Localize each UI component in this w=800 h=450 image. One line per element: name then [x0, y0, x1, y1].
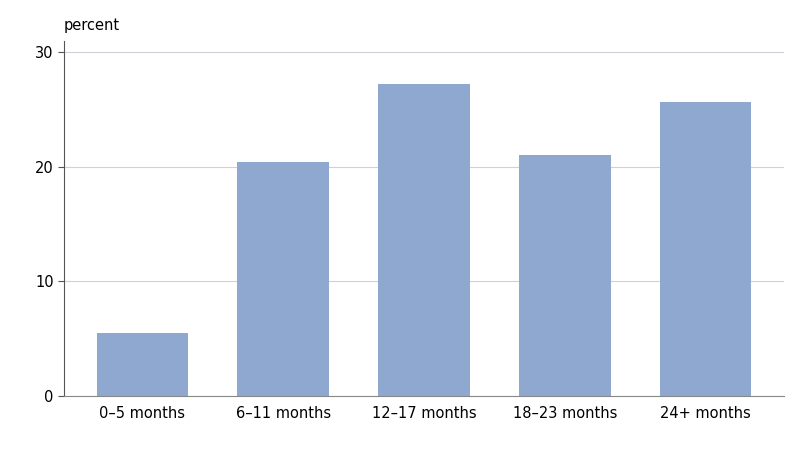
- Text: percent: percent: [64, 18, 120, 33]
- Bar: [519, 155, 610, 396]
- Bar: [238, 162, 329, 396]
- Bar: [97, 333, 188, 396]
- Bar: [660, 103, 751, 396]
- Bar: [378, 84, 470, 396]
